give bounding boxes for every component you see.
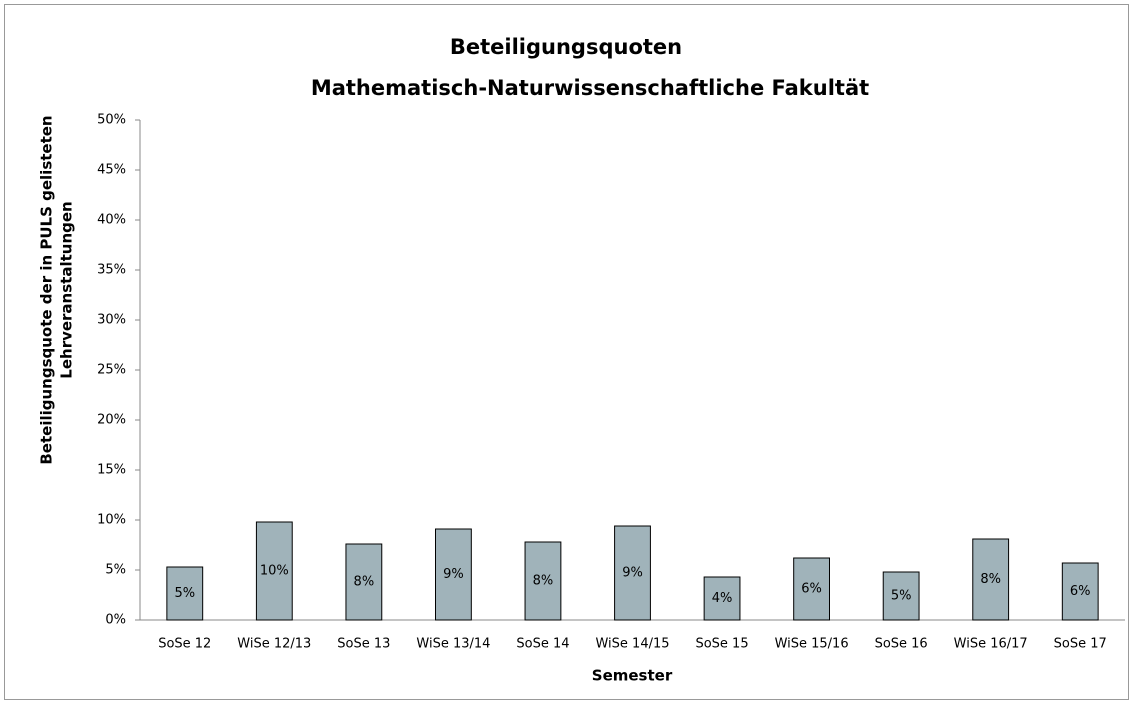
x-tick-label: WiSe 14/15 [595,637,669,652]
chart-title: Mathematisch-Naturwissenschaftliche Faku… [311,76,869,100]
x-tick-label: WiSe 16/17 [954,637,1028,652]
bar [255,521,293,621]
y-tick-label: 20% [97,413,126,428]
y-tick-label: 40% [97,213,126,228]
data-label: 8% [533,574,554,589]
data-label: 5% [174,586,195,601]
y-tick-label: 25% [97,363,126,378]
bar [703,576,741,621]
data-label: 9% [622,566,643,581]
bar [166,566,204,621]
y-axis-title-line: Lehrveranstaltungen [58,201,76,378]
x-tick-label: WiSe 15/16 [775,637,849,652]
x-tick-label: SoSe 15 [695,637,748,652]
bar [793,557,831,621]
y-tick-label: 5% [105,563,126,578]
x-tick-label: SoSe 12 [158,637,211,652]
y-tick-label: 35% [97,263,126,278]
data-label: 5% [891,589,912,604]
y-tick-label: 0% [105,613,126,628]
bar [1061,562,1099,621]
bar [345,543,383,621]
data-label: 8% [980,572,1001,587]
data-label: 6% [801,582,822,597]
data-label: 10% [260,564,289,579]
bar [524,541,562,621]
y-tick-label: 15% [97,463,126,478]
y-axis-title: Beteiligungsquote der in PULS gelisteten… [38,115,76,464]
chart-title: Beteiligungsquoten [450,35,682,59]
data-label: 9% [443,567,464,582]
x-tick-label: WiSe 12/13 [237,637,311,652]
bar [972,538,1010,621]
x-tick-label: SoSe 17 [1054,637,1107,652]
x-tick-label: SoSe 13 [337,637,390,652]
bar [614,525,651,621]
y-tick-label: 30% [97,313,126,328]
data-label: 6% [1070,584,1091,599]
bar [435,528,472,621]
y-axis-title-line: Beteiligungsquote der in PULS gelisteten [38,115,56,464]
y-tick-label: 10% [97,513,126,528]
x-tick-label: SoSe 14 [516,637,569,652]
y-tick-label: 50% [97,113,126,128]
data-label: 4% [712,591,733,606]
y-tick-label: 45% [97,163,126,178]
x-tick-label: SoSe 16 [875,637,928,652]
data-label: 8% [354,575,375,590]
x-axis-title: Semester [592,667,673,685]
bar [882,571,920,621]
x-tick-label: WiSe 13/14 [416,637,490,652]
